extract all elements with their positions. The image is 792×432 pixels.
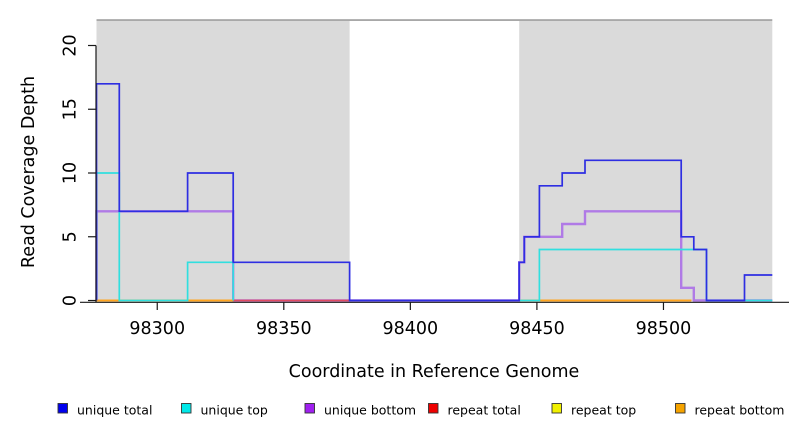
covered-region-1 xyxy=(96,21,350,301)
axes-layer: 98300 98350 98400 98450 98500 0 5 10 15 20 xyxy=(61,34,789,339)
series-line-unique-total xyxy=(95,82,773,302)
legend: unique total unique top unique bottom repea… xyxy=(57,403,785,418)
y-tick-label: 5 xyxy=(61,231,81,242)
y-tick-label: 20 xyxy=(61,34,81,56)
legend-item-repeat-total: repeat total xyxy=(428,403,521,418)
legend-item-repeat-top: repeat top xyxy=(551,403,636,418)
legend-swatch-repeat-bottom xyxy=(675,403,686,414)
x-axis-title: Coordinate in Reference Genome xyxy=(289,362,580,382)
y-tick-label: 15 xyxy=(61,98,81,120)
legend-item-unique-total: unique total xyxy=(57,403,152,418)
x-tick-label: 98500 xyxy=(636,319,692,339)
legend-item-repeat-bottom: repeat bottom xyxy=(675,403,785,418)
legend-label-unique-total: unique total xyxy=(77,403,152,418)
y-axis-title: Read Coverage Depth xyxy=(19,76,39,268)
series-line-unique-top xyxy=(95,172,235,302)
legend-label-unique-bottom: unique bottom xyxy=(324,403,416,418)
y-tick-label: 0 xyxy=(61,295,81,306)
series-lines-layer xyxy=(95,82,773,302)
legend-item-unique-top: unique top xyxy=(181,403,268,418)
legend-item-unique-bottom: unique bottom xyxy=(304,403,416,418)
legend-swatch-repeat-total xyxy=(428,403,439,414)
x-tick-label: 98400 xyxy=(383,319,439,339)
legend-swatch-unique-top xyxy=(181,403,192,414)
legend-swatch-unique-total xyxy=(57,403,68,414)
legend-label-repeat-top: repeat top xyxy=(571,403,636,418)
x-tick-label: 98450 xyxy=(509,319,565,339)
legend-swatch-unique-bottom xyxy=(304,403,315,414)
legend-swatch-repeat-top xyxy=(551,403,562,414)
legend-label-repeat-total: repeat total xyxy=(448,403,521,418)
x-tick-label: 98350 xyxy=(256,319,312,339)
legend-label-unique-top: unique top xyxy=(201,403,268,418)
legend-label-repeat-bottom: repeat bottom xyxy=(695,403,785,418)
y-tick-label: 10 xyxy=(61,162,81,184)
x-tick-label: 98300 xyxy=(129,319,185,339)
